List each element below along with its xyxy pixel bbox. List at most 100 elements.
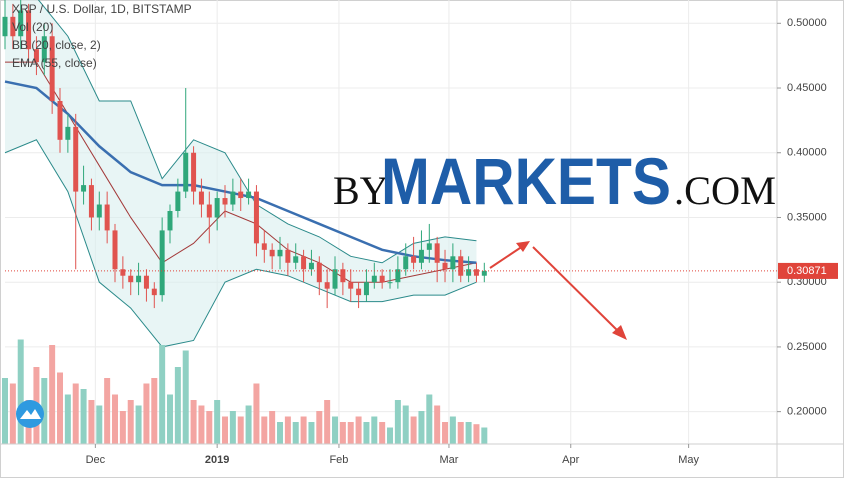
volume-bar xyxy=(371,416,378,444)
volume-bar xyxy=(222,416,229,444)
volume-bar xyxy=(214,400,221,444)
candle-body xyxy=(340,269,346,283)
volume-bar xyxy=(135,405,142,444)
watermark-main: MARKETS xyxy=(381,144,671,218)
volume-bar xyxy=(363,422,370,444)
volume-bar xyxy=(229,411,236,444)
volume-bar xyxy=(434,405,441,444)
candle-body xyxy=(159,230,165,296)
volume-bar xyxy=(261,416,268,444)
x-tick-label: May xyxy=(678,454,699,466)
y-tick-label: 0.30000 xyxy=(787,276,827,288)
x-tick-label: Mar xyxy=(439,454,458,466)
volume-bar xyxy=(457,422,464,444)
volume-bar xyxy=(182,350,189,444)
candle-body xyxy=(49,36,55,101)
candle-body xyxy=(458,256,464,276)
candle-body xyxy=(57,100,63,140)
y-tick-label: 0.50000 xyxy=(787,17,827,29)
candle-body xyxy=(261,243,267,250)
candle-body xyxy=(143,275,149,289)
volume-bar xyxy=(426,394,433,444)
x-tick-label: Feb xyxy=(329,454,348,466)
candle-body xyxy=(285,249,291,263)
candle-body xyxy=(403,256,409,270)
volume-bar xyxy=(402,405,409,444)
candle-body xyxy=(442,262,448,270)
volume-bar xyxy=(355,416,362,444)
candle-body xyxy=(73,126,79,192)
volume-bar xyxy=(442,422,449,444)
volume-bar xyxy=(151,378,158,444)
candle-body xyxy=(316,262,322,283)
indicator-label: EMA (55, close) xyxy=(12,56,97,70)
candle-body xyxy=(41,36,47,63)
volume-bar xyxy=(379,422,386,444)
watermark-suffix: .COM xyxy=(674,168,776,213)
volume-bar xyxy=(300,416,307,444)
volume-bar xyxy=(64,394,71,444)
chart-title: XRP / U.S. Dollar, 1D, BITSTAMP xyxy=(12,2,192,16)
candle-body xyxy=(230,191,236,205)
candle-body xyxy=(356,288,362,296)
indicator-label: Vol (20) xyxy=(12,20,53,34)
candle-body xyxy=(426,243,432,250)
forecast-arrows xyxy=(489,241,627,340)
last-price-box xyxy=(778,262,838,279)
candle-body xyxy=(301,256,307,270)
volume-bar xyxy=(9,383,16,444)
candle-body xyxy=(293,256,299,263)
volume-bar xyxy=(418,411,425,444)
candle-body xyxy=(332,269,338,289)
volume-bar xyxy=(198,405,205,444)
candle-body xyxy=(395,269,401,283)
logo xyxy=(16,400,44,428)
volume-bar xyxy=(167,394,174,444)
candle-body xyxy=(151,288,157,296)
candle-body xyxy=(253,191,259,244)
volume-bar xyxy=(190,400,197,444)
x-tick-label: Apr xyxy=(562,454,579,466)
x-tick-label: Dec xyxy=(86,454,106,466)
volume-bar xyxy=(277,422,284,444)
candle-body xyxy=(136,275,142,283)
candle-body xyxy=(269,249,275,257)
candle-body xyxy=(2,16,8,37)
candle-body xyxy=(112,230,118,270)
candle-body xyxy=(18,10,24,37)
volume-bar xyxy=(292,422,299,444)
volume-bar xyxy=(119,411,126,444)
volume-bar xyxy=(159,345,166,444)
volume-bar xyxy=(347,422,354,444)
volume-bar xyxy=(143,383,150,444)
candle-body xyxy=(238,191,244,199)
volume-bar xyxy=(394,400,401,444)
candle-body xyxy=(411,256,417,263)
volume-bar xyxy=(237,416,244,444)
volume-bar xyxy=(72,383,79,444)
candle-body xyxy=(387,282,393,284)
bollinger-band-lower xyxy=(4,139,477,348)
volume-bar xyxy=(253,383,260,444)
volume-bar xyxy=(332,416,339,444)
y-tick-label: 0.35000 xyxy=(787,211,827,223)
volume-bar xyxy=(206,411,213,444)
volume-bar xyxy=(269,411,276,444)
volume-bar xyxy=(284,416,291,444)
volume-bar xyxy=(308,422,315,444)
candle-body xyxy=(363,282,369,296)
volume-bar xyxy=(481,427,488,444)
volume-bar xyxy=(96,405,103,444)
y-tick-label: 0.40000 xyxy=(787,147,827,159)
y-tick-label: 0.45000 xyxy=(787,82,827,94)
candle-body xyxy=(26,10,32,50)
candle-body xyxy=(88,185,94,218)
candle-body xyxy=(418,249,424,263)
volume-bar xyxy=(104,378,111,444)
x-tick-label: 2019 xyxy=(205,454,229,466)
candle-body xyxy=(198,191,204,205)
indicator-label: BB (20, close, 2) xyxy=(12,38,101,52)
candle-body xyxy=(81,185,87,192)
candle-body xyxy=(277,249,283,257)
